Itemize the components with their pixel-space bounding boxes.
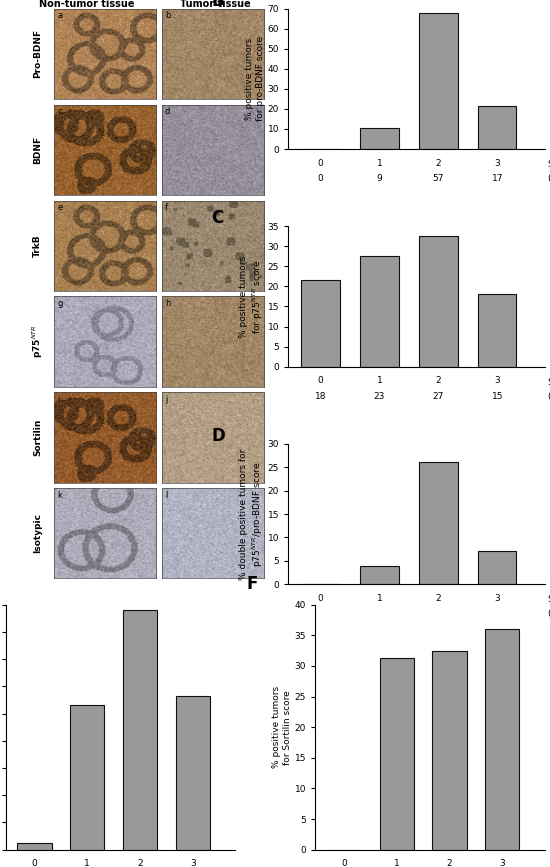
Text: 27: 27: [433, 392, 444, 401]
Y-axis label: % positive tumors
for pro-BDNF score: % positive tumors for pro-BDNF score: [245, 36, 265, 121]
Bar: [175, 695, 210, 850]
Text: F: F: [246, 576, 258, 593]
Bar: [70, 706, 104, 850]
Y-axis label: % double positive tumors for
p75$^{NTR}$/pro-BDNF score: % double positive tumors for p75$^{NTR}$…: [239, 448, 265, 580]
Text: p75$^{NTR}$: p75$^{NTR}$: [31, 325, 45, 358]
Text: BDNF: BDNF: [34, 135, 42, 164]
Bar: [379, 658, 414, 850]
Text: 23: 23: [373, 392, 385, 401]
Bar: [419, 237, 458, 367]
Y-axis label: % positive tumors
for Sortilin score: % positive tumors for Sortilin score: [272, 686, 292, 768]
Text: 57: 57: [433, 174, 444, 183]
Text: 0: 0: [317, 174, 323, 183]
Bar: [432, 650, 467, 850]
Text: Score: Score: [547, 160, 550, 169]
Text: 6: 6: [494, 610, 500, 618]
Text: 17: 17: [492, 174, 503, 183]
Text: Non-tumor tissue: Non-tumor tissue: [39, 0, 134, 9]
Bar: [18, 843, 52, 850]
Text: 15: 15: [492, 392, 503, 401]
Text: B: B: [211, 0, 224, 10]
Text: Sortilin: Sortilin: [34, 419, 42, 456]
Bar: [478, 294, 516, 367]
Bar: [419, 13, 458, 149]
Text: Score: Score: [547, 596, 550, 604]
Text: Tumor tissue: Tumor tissue: [180, 0, 251, 9]
Text: D: D: [211, 427, 225, 445]
Bar: [360, 127, 399, 149]
Text: 18: 18: [315, 392, 326, 401]
Bar: [301, 279, 339, 367]
Bar: [478, 551, 516, 584]
Text: (n): (n): [547, 610, 550, 618]
Bar: [478, 106, 516, 149]
Bar: [360, 566, 399, 584]
Text: Pro-BDNF: Pro-BDNF: [34, 29, 42, 78]
Bar: [485, 629, 519, 850]
Text: Score: Score: [547, 378, 550, 387]
Text: (n): (n): [547, 392, 550, 401]
Text: C: C: [211, 210, 223, 227]
Text: (n): (n): [547, 174, 550, 183]
Text: TrkB: TrkB: [34, 234, 42, 257]
Bar: [360, 256, 399, 367]
Text: Isotypic: Isotypic: [34, 513, 42, 553]
Text: 22: 22: [433, 610, 444, 618]
Text: 9: 9: [377, 174, 382, 183]
Text: 3: 3: [377, 610, 382, 618]
Bar: [419, 461, 458, 584]
Bar: [123, 610, 157, 850]
Y-axis label: % positive tumors
for p75$^{NTR}$ score: % positive tumors for p75$^{NTR}$ score: [239, 256, 265, 337]
Text: 0: 0: [317, 610, 323, 618]
